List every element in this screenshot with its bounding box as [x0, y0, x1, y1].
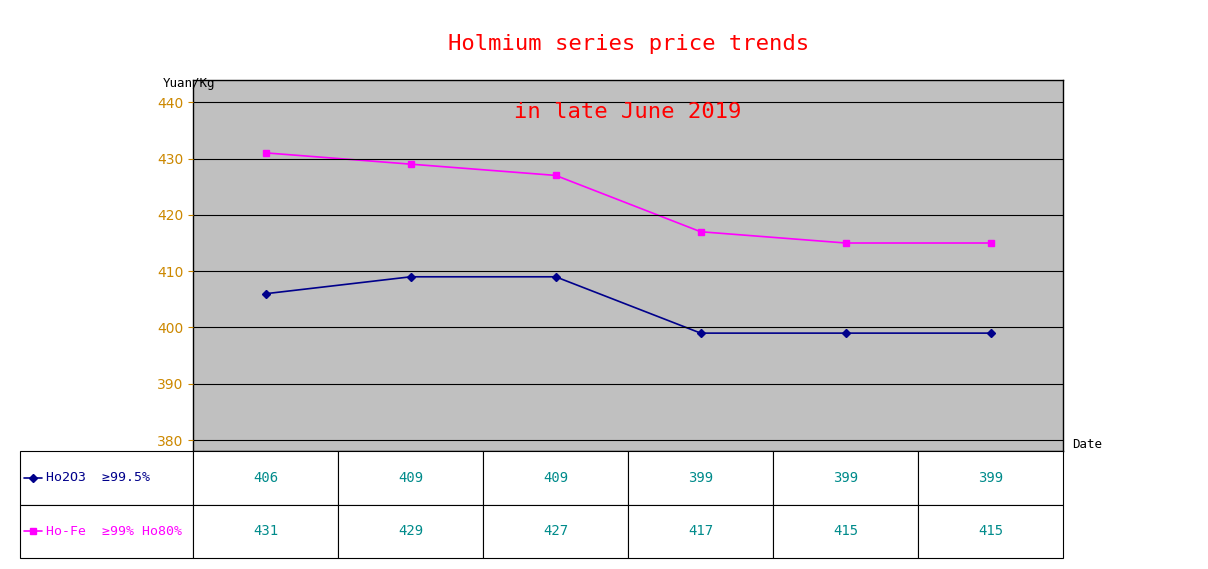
Text: in late June 2019: in late June 2019	[515, 102, 742, 122]
Text: Yuan/Kg: Yuan/Kg	[163, 77, 215, 90]
Text: Holmium series price trends: Holmium series price trends	[448, 34, 808, 54]
Text: Date: Date	[1071, 438, 1102, 451]
